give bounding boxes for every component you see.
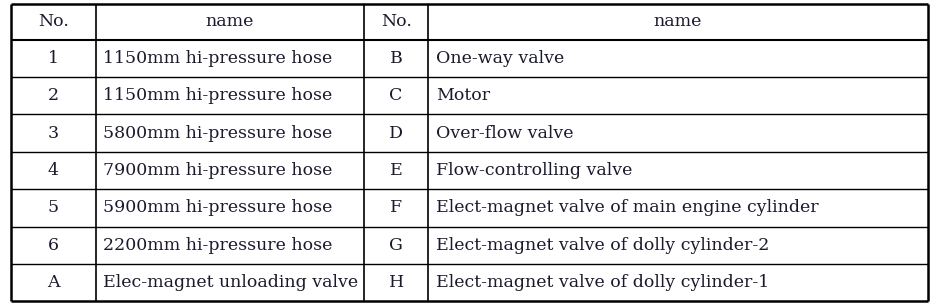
Text: Elec-magnet unloading valve: Elec-magnet unloading valve [103,274,358,291]
Text: B: B [390,50,403,67]
Text: Elect-magnet valve of main engine cylinder: Elect-magnet valve of main engine cylind… [436,199,818,216]
Text: Over-flow valve: Over-flow valve [436,124,573,142]
Text: 7900mm hi-pressure hose: 7900mm hi-pressure hose [103,162,332,179]
Text: Motor: Motor [436,87,490,104]
Text: 2: 2 [48,87,59,104]
Text: E: E [390,162,403,179]
Text: 6: 6 [48,237,59,254]
Text: C: C [390,87,403,104]
Text: 4: 4 [48,162,59,179]
Text: 1150mm hi-pressure hose: 1150mm hi-pressure hose [103,50,332,67]
Text: 5900mm hi-pressure hose: 5900mm hi-pressure hose [103,199,332,216]
Text: 1: 1 [48,50,59,67]
Text: H: H [389,274,404,291]
Text: F: F [390,199,402,216]
Text: 2200mm hi-pressure hose: 2200mm hi-pressure hose [103,237,332,254]
Text: name: name [654,13,702,30]
Text: name: name [206,13,254,30]
Text: One-way valve: One-way valve [436,50,563,67]
Text: No.: No. [380,13,411,30]
Text: D: D [389,124,403,142]
Text: A: A [47,274,60,291]
Text: 5: 5 [48,199,59,216]
Text: Elect-magnet valve of dolly cylinder-2: Elect-magnet valve of dolly cylinder-2 [436,237,769,254]
Text: G: G [390,237,403,254]
Text: 5800mm hi-pressure hose: 5800mm hi-pressure hose [103,124,332,142]
Text: 3: 3 [48,124,59,142]
Text: 1150mm hi-pressure hose: 1150mm hi-pressure hose [103,87,332,104]
Text: Elect-magnet valve of dolly cylinder-1: Elect-magnet valve of dolly cylinder-1 [436,274,769,291]
Text: Flow-controlling valve: Flow-controlling valve [436,162,632,179]
Text: No.: No. [38,13,69,30]
